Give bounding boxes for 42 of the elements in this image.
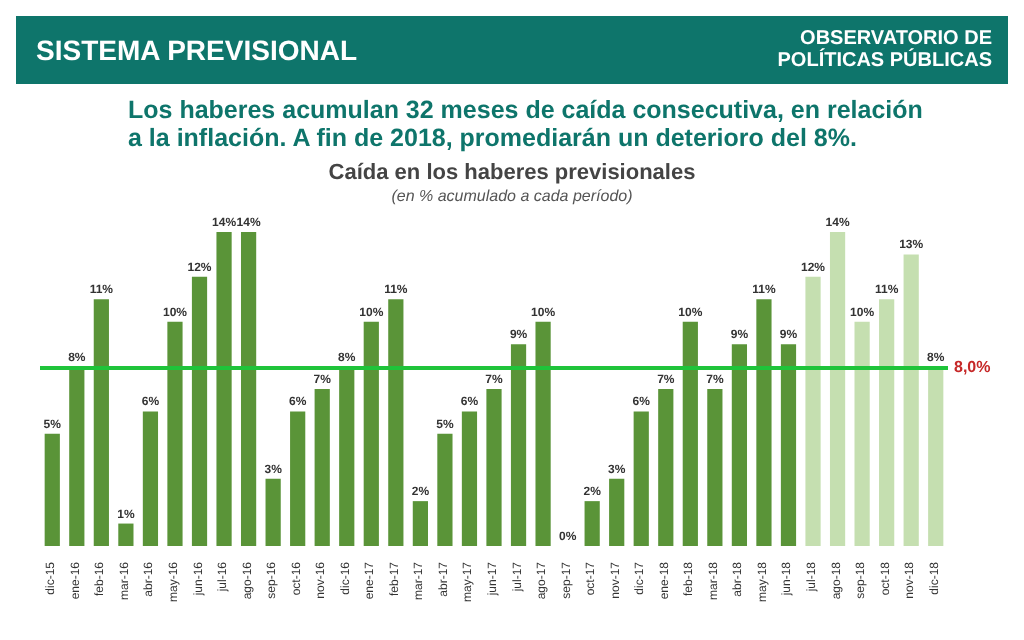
bar (633, 411, 649, 546)
bar (69, 366, 85, 546)
bar (412, 501, 428, 546)
chart-title: Caída en los haberes previsionales (328, 161, 696, 185)
bar (118, 523, 134, 546)
bar (879, 299, 895, 546)
bar (461, 411, 478, 546)
bar (142, 411, 159, 546)
bar (167, 321, 183, 546)
bar (658, 388, 674, 546)
bar (363, 321, 379, 546)
chart-subtitle: (en % acumulado a cada período) (391, 187, 634, 205)
bar (780, 344, 797, 546)
bar (240, 232, 257, 546)
bar (388, 299, 404, 546)
bar (44, 433, 60, 546)
bar (609, 478, 625, 546)
bar (535, 321, 551, 546)
bar (829, 232, 846, 546)
bar (290, 411, 306, 546)
bar (928, 366, 944, 546)
text: Los haberes acumulan 32 meses de caída consecutiva, en relación a la inflación. A fin de 2018, promediarán un deterioro del 8%. (128, 96, 925, 152)
bar (682, 321, 698, 546)
bar (707, 388, 723, 546)
bar (731, 344, 748, 546)
text: SISTEMA PREVISIONAL (36, 34, 358, 66)
bar (265, 478, 281, 546)
bar (216, 232, 232, 546)
bar (486, 388, 502, 546)
bar (756, 299, 772, 546)
bar (854, 321, 870, 546)
text: OBSERVATORIO DE POLÍTICAS PÚBLICAS (775, 28, 992, 72)
bar (93, 299, 109, 546)
bar (805, 276, 821, 546)
ref-line-label: 8,0% (954, 357, 991, 376)
bar (437, 433, 453, 546)
bar (584, 501, 600, 546)
bar (314, 388, 330, 546)
bar (510, 344, 527, 546)
bar (339, 366, 355, 546)
bar (903, 254, 919, 546)
bar (191, 276, 208, 546)
